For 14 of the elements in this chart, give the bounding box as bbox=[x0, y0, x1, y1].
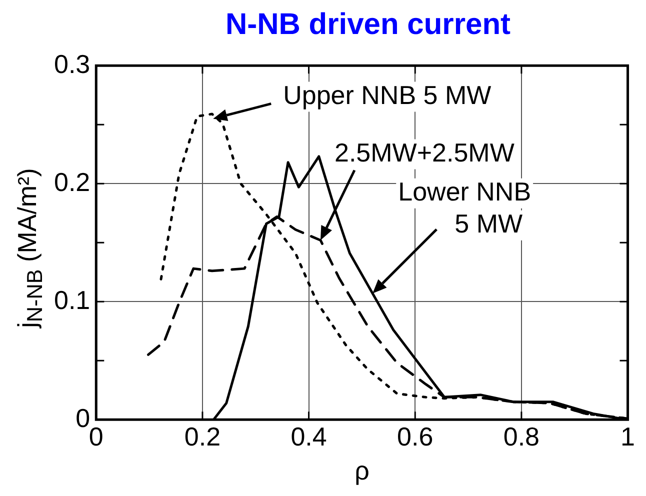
y-tick-label: 0.2 bbox=[54, 166, 90, 197]
annotation: Lower NNB 5 MW bbox=[398, 176, 532, 239]
x-tick-label: 1 bbox=[620, 421, 636, 452]
annotation: Upper NNB 5 MW bbox=[283, 80, 492, 110]
x-tick-label: 0.6 bbox=[397, 421, 434, 452]
y-tick-label: 0.3 bbox=[54, 48, 90, 79]
y-tick-label: 0 bbox=[76, 402, 90, 433]
x-tick-label: 0.8 bbox=[503, 421, 540, 452]
y-tick-label: 0.1 bbox=[54, 284, 90, 315]
x-axis-title: ρ bbox=[354, 456, 370, 486]
x-tick-label: 0.2 bbox=[184, 421, 221, 452]
annotation: 2.5MW+2.5MW bbox=[334, 137, 515, 168]
chart-title: N-NB driven current bbox=[224, 8, 512, 42]
x-tick-label: 0.4 bbox=[290, 421, 327, 452]
